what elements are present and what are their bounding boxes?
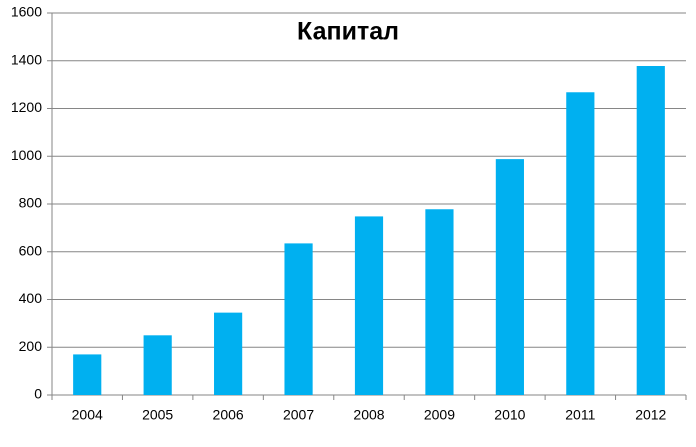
- bar: [284, 243, 313, 395]
- y-tick-label: 0: [34, 386, 42, 402]
- x-tick-label: 2010: [494, 407, 525, 423]
- y-tick-label: 1200: [11, 99, 42, 115]
- y-tick-label: 800: [19, 195, 43, 211]
- bar: [425, 209, 454, 395]
- bar: [495, 159, 524, 395]
- y-tick-label: 1600: [11, 4, 42, 20]
- bar: [73, 354, 102, 395]
- x-tick-label: 2006: [213, 407, 244, 423]
- y-tick-label: 1000: [11, 147, 42, 163]
- bar: [214, 312, 243, 395]
- y-tick-label: 200: [19, 338, 43, 354]
- x-tick-label: 2004: [72, 407, 103, 423]
- y-tick-label: 400: [19, 290, 43, 306]
- x-tick-label: 2005: [142, 407, 173, 423]
- bar: [143, 335, 172, 395]
- chart-title: Капитал: [297, 18, 399, 46]
- x-tick-label: 2012: [635, 407, 666, 423]
- x-tick-label: 2009: [424, 407, 455, 423]
- y-tick-label: 600: [19, 242, 43, 258]
- bar: [566, 92, 595, 395]
- x-tick-label: 2008: [353, 407, 384, 423]
- x-tick-label: 2007: [283, 407, 314, 423]
- bar: [636, 66, 665, 395]
- y-tick-label: 1400: [11, 51, 42, 67]
- bar: [354, 216, 384, 395]
- x-tick-label: 2011: [565, 407, 595, 423]
